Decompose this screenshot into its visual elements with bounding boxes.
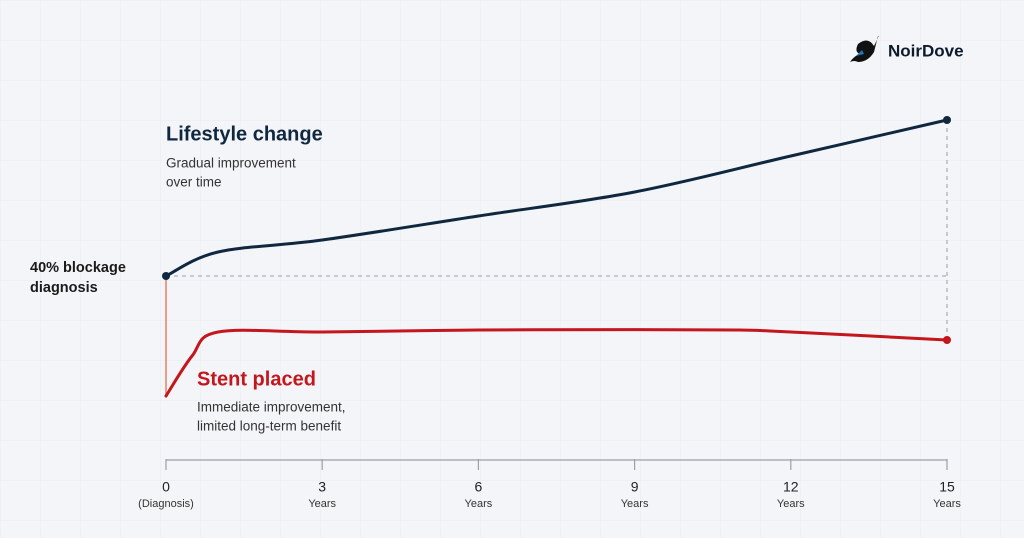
end-dot bbox=[943, 336, 951, 344]
start-dot bbox=[162, 272, 170, 280]
brand-name: NoirDove bbox=[888, 41, 964, 60]
logo: NoirDove bbox=[850, 35, 964, 62]
series-name: Stent placed bbox=[197, 368, 316, 390]
series-line bbox=[164, 328, 949, 398]
x-tick-sublabel: Years bbox=[308, 498, 336, 510]
x-tick-label: 6 bbox=[475, 479, 483, 495]
start-label: 40% blockage bbox=[30, 260, 126, 276]
series-description: over time bbox=[166, 175, 222, 190]
logo-accent bbox=[856, 50, 864, 56]
end-dot bbox=[943, 116, 951, 124]
x-tick-label: 12 bbox=[783, 479, 799, 495]
x-tick-label: 3 bbox=[318, 479, 326, 495]
start-label: diagnosis bbox=[30, 280, 98, 296]
x-tick-label: 9 bbox=[631, 479, 639, 495]
series-description: limited long-term benefit bbox=[197, 419, 341, 434]
series-description: Gradual improvement bbox=[166, 156, 296, 171]
series-description: Immediate improvement, bbox=[197, 400, 346, 415]
x-tick-sublabel: Years bbox=[933, 498, 961, 510]
x-tick-sublabel: Years bbox=[465, 498, 493, 510]
series-name: Lifestyle change bbox=[166, 123, 323, 145]
series-line bbox=[164, 118, 949, 278]
x-tick-label: 15 bbox=[939, 479, 955, 495]
x-tick-sublabel: Years bbox=[621, 498, 649, 510]
x-tick-sublabel: (Diagnosis) bbox=[138, 498, 194, 510]
x-tick-label: 0 bbox=[162, 479, 170, 495]
x-tick-sublabel: Years bbox=[777, 498, 805, 510]
